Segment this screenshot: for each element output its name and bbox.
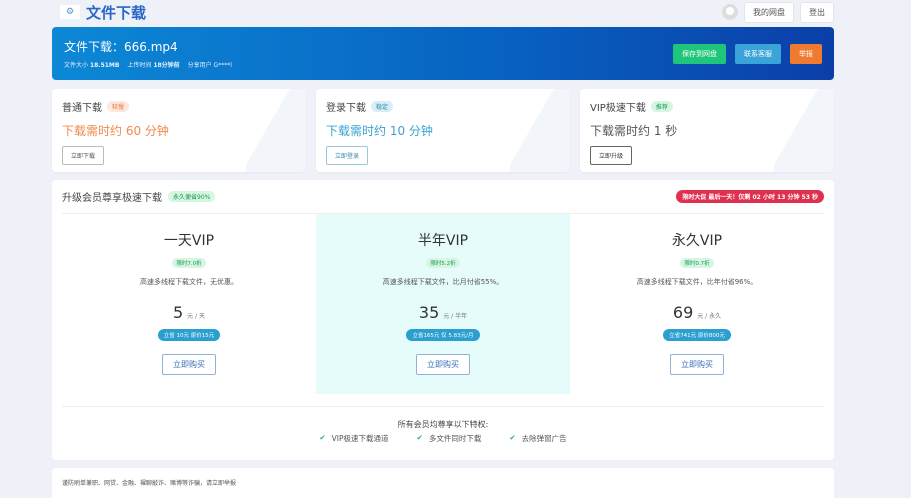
upload-time: 18分钟前 [153, 62, 180, 69]
buy-button[interactable]: 立即购买 [670, 354, 724, 375]
card-login-download: 登录下载 稳定 下载需时约 10 分钟 立即登录 [316, 89, 570, 172]
card-vip-download: VIP极速下载 推荐 下载需时约 1 秒 立即升级 [580, 89, 834, 172]
file-title: 文件下载：666.mp4 [64, 40, 178, 54]
buy-button[interactable]: 立即购买 [416, 354, 470, 375]
speed-tag: 较慢 [107, 101, 130, 112]
gear-icon: ⚙ [60, 5, 80, 19]
discount-tag: 限时7.0折 [172, 258, 206, 268]
site-title: 文件下载 [86, 3, 147, 22]
login-button[interactable]: 立即登录 [326, 146, 369, 165]
header: ⚙ 文件下载 我的网盘 登出 [52, 0, 834, 24]
check-icon: ✔ [416, 433, 423, 442]
speed-tag: 推荐 [650, 101, 673, 112]
download-options: 普通下载 较慢 下载需时约 60 分钟 立即下载 登录下载 稳定 下载需时约 10 … [52, 89, 834, 172]
card-normal-download: 普通下载 较慢 下载需时约 60 分钟 立即下载 [52, 89, 306, 172]
avatar[interactable] [722, 4, 738, 20]
discount-tag: 限时0.7折 [680, 258, 714, 268]
perk-item: ✔ 多文件同时下载 [416, 433, 482, 443]
price: 69 元 / 永久 [672, 303, 722, 322]
savings-badge: 立省165元 仅 5.83元/月 [406, 329, 480, 341]
price: 35 元 / 半年 [418, 303, 468, 322]
download-time: 下载需时约 10 分钟 [326, 124, 433, 138]
check-icon: ✔ [509, 433, 516, 442]
logo[interactable]: ⚙ 文件下载 [52, 2, 146, 23]
save-to-disk-button[interactable]: 保存到网盘 [673, 43, 726, 64]
download-time: 下载需时约 60 分钟 [62, 124, 169, 138]
plan-forever: 永久VIP 限时0.7折 高速多线程下载文件，比年付省96%。 69 元 / 永久… [570, 214, 824, 394]
speed-tag: 稳定 [371, 101, 394, 112]
buy-button[interactable]: 立即购买 [162, 354, 216, 375]
share-user: G****l [213, 62, 232, 69]
check-icon: ✔ [319, 433, 326, 442]
upgrade-button[interactable]: 立即升级 [590, 146, 633, 165]
report-button[interactable]: 举报 [790, 43, 822, 64]
plan-half-year: 半年VIP 限时5.2折 高速多线程下载文件，比月付省55%。 35 元 / 半年… [316, 214, 570, 394]
contact-support-button[interactable]: 联系客服 [735, 43, 781, 64]
savings-badge: 立省741元 原价800元 [663, 329, 731, 341]
vip-panel: 升级会员尊享极速下载 永久便省90% 限时大促 最后一天！仅剩 02 小时 13… [52, 180, 834, 460]
download-time: 下载需时约 1 秒 [590, 124, 678, 138]
download-now-button[interactable]: 立即下载 [62, 146, 105, 165]
perk-item: ✔ 去除弹窗广告 [509, 433, 567, 443]
file-size: 18.51MB [89, 62, 120, 69]
discount-tag: 限时5.2折 [426, 258, 460, 268]
fraud-notice: 谨防刷单兼职、网贷、金融、裸聊敲诈、赌博等诈骗，请立即举报 [52, 468, 834, 498]
vip-tag: 永久便省90% [168, 191, 216, 202]
file-meta: 文件大小 18.51MB 上传时间 18分钟前 分享用户 G****l [64, 62, 232, 69]
vip-title: 升级会员尊享极速下载 [62, 193, 162, 204]
countdown-badge: 限时大促 最后一天！仅剩 02 小时 13 分钟 53 秒 [676, 190, 824, 203]
savings-badge: 立省 10元 原价15元 [157, 329, 221, 341]
my-disk-button[interactable]: 我的网盘 [744, 1, 794, 23]
perk-item: ✔ VIP极速下载通道 [319, 433, 389, 443]
logout-button[interactable]: 登出 [800, 1, 834, 23]
perks: 所有会员均尊享以下特权: ✔ VIP极速下载通道 ✔ 多文件同时下载 ✔ 去除弹窗广告 [62, 406, 824, 444]
file-banner: 文件下载：666.mp4 文件大小 18.51MB 上传时间 18分钟前 分享用… [52, 27, 834, 80]
